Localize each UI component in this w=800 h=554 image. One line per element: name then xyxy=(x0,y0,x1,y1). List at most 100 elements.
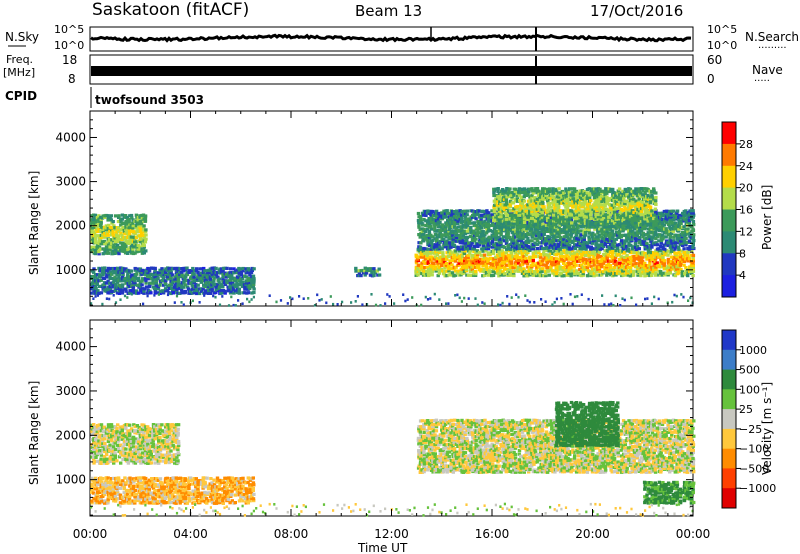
power-cell xyxy=(138,214,142,218)
power-cell xyxy=(670,241,674,245)
power-cell xyxy=(655,261,659,265)
power-cell xyxy=(592,225,596,229)
power-cell xyxy=(237,287,241,291)
power-cell xyxy=(440,234,444,239)
power-cell xyxy=(91,281,96,285)
power-cell xyxy=(679,215,683,220)
power-cell xyxy=(569,193,573,197)
power-cell xyxy=(418,245,423,249)
power-cell xyxy=(194,285,198,289)
power-cell xyxy=(137,276,141,280)
power-cell xyxy=(628,274,633,278)
power-cell xyxy=(540,219,544,223)
power-cell xyxy=(501,235,506,239)
power-cell xyxy=(133,281,137,285)
power-cell xyxy=(138,267,143,271)
power-cell xyxy=(426,257,431,261)
power-cell xyxy=(517,189,521,193)
power-cell xyxy=(689,217,694,221)
power-cell xyxy=(197,291,202,296)
power-cell xyxy=(472,239,477,243)
power-cell xyxy=(584,201,588,205)
power-cell xyxy=(506,191,510,195)
power-cell xyxy=(643,241,647,245)
power-cell xyxy=(554,253,559,257)
power-cell xyxy=(232,271,236,275)
power-cell xyxy=(483,211,487,215)
power-cell xyxy=(603,255,608,259)
power-cell xyxy=(136,228,140,232)
power-cell xyxy=(570,247,574,251)
power-cell xyxy=(95,216,100,220)
power-cell xyxy=(214,282,218,286)
power-cell xyxy=(612,213,616,217)
power-cell xyxy=(422,234,426,239)
power-cell xyxy=(666,253,670,257)
power-cell xyxy=(546,239,550,243)
power-cell xyxy=(510,219,514,223)
power-cell xyxy=(214,266,218,270)
power-cell xyxy=(97,279,101,283)
power-cell xyxy=(120,285,124,289)
power-cell xyxy=(131,275,136,279)
power-cell xyxy=(141,241,146,245)
power-cell xyxy=(90,222,94,226)
power-cell xyxy=(499,265,503,270)
power-cell xyxy=(443,211,448,216)
power-cell xyxy=(501,191,505,195)
power-cell xyxy=(192,279,196,283)
power-cell xyxy=(555,239,559,243)
power-cell xyxy=(468,227,473,231)
power-cell xyxy=(568,251,573,255)
power-cell xyxy=(211,281,215,285)
power-cell xyxy=(556,231,561,235)
power-cell xyxy=(520,269,525,273)
power-cell xyxy=(120,270,125,274)
power-cell xyxy=(107,238,112,242)
power-cell xyxy=(669,249,674,253)
power-cell xyxy=(477,250,482,255)
power-cell xyxy=(414,269,418,273)
power-cell xyxy=(143,218,148,222)
power-cell xyxy=(680,239,685,243)
power-cell xyxy=(419,241,423,245)
power-cell xyxy=(666,217,670,221)
power-cell xyxy=(673,274,678,278)
power-cell xyxy=(519,233,523,237)
power-cell xyxy=(131,289,136,293)
power-cell xyxy=(594,243,598,247)
power-cell xyxy=(465,223,470,227)
power-cell xyxy=(422,246,426,251)
power-cell xyxy=(142,236,146,240)
power-cell xyxy=(97,228,101,232)
power-cell xyxy=(104,287,109,291)
power-cell xyxy=(134,240,139,244)
power-cell xyxy=(223,271,227,275)
power-cell xyxy=(677,217,681,221)
power-cell xyxy=(501,225,505,229)
power-cell xyxy=(485,209,489,213)
power-cell xyxy=(140,237,144,241)
power-cell xyxy=(515,227,520,231)
power-cell xyxy=(510,213,514,217)
power-cell xyxy=(512,274,516,278)
power-cell xyxy=(210,289,214,293)
power-cell xyxy=(526,239,531,243)
power-cell xyxy=(559,249,564,253)
power-cell xyxy=(523,223,527,227)
power-cell xyxy=(562,243,566,247)
power-cell xyxy=(423,257,428,261)
power-cell xyxy=(557,187,561,191)
power-cell xyxy=(539,231,543,235)
power-cell xyxy=(582,250,586,255)
power-cell xyxy=(454,218,458,222)
power-cell xyxy=(605,257,609,261)
power-cell xyxy=(470,265,474,269)
power-cell xyxy=(607,247,612,251)
power-cell xyxy=(113,289,118,293)
power-cell xyxy=(631,273,636,277)
power-cell xyxy=(458,237,462,241)
power-cell xyxy=(140,249,144,253)
power-cell xyxy=(514,215,518,219)
power-cell xyxy=(97,266,101,270)
